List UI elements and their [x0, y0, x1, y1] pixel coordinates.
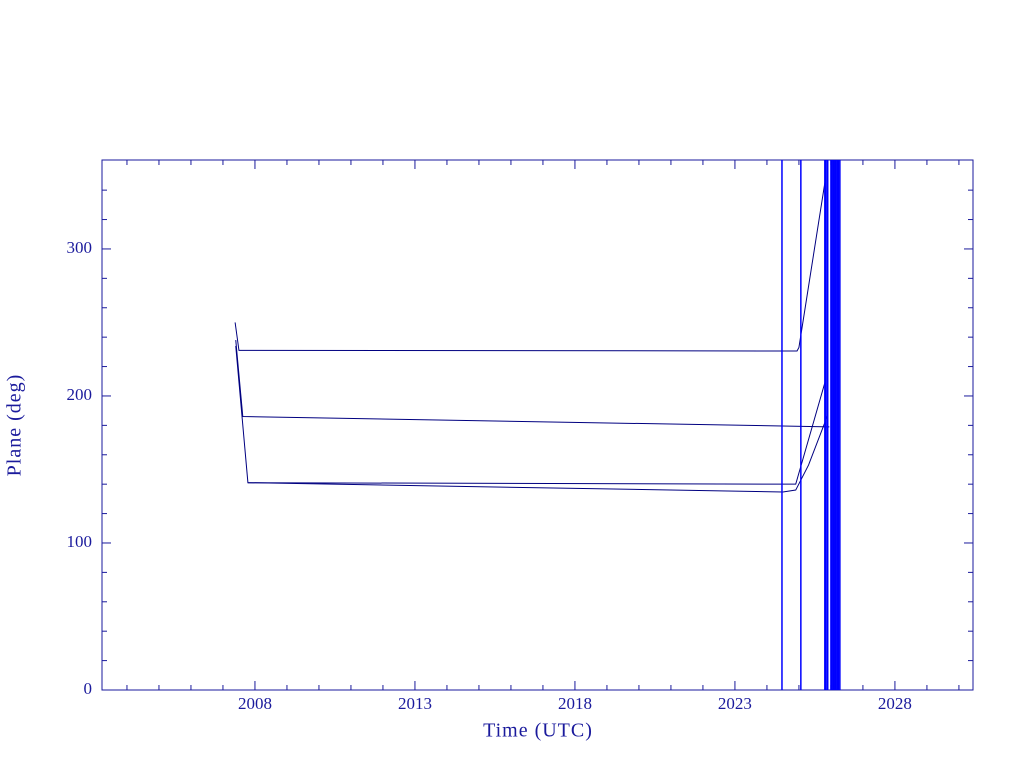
y-tick-label: 300 [67, 238, 93, 257]
x-tick-label: 2018 [558, 694, 592, 713]
y-tick-label: 100 [67, 532, 93, 551]
y-tick-label: 200 [67, 385, 93, 404]
x-axis-label: Time (UTC) [483, 720, 593, 742]
x-tick-label: 2013 [398, 694, 432, 713]
y-tick-label: 0 [84, 679, 93, 698]
x-tick-label: 2023 [718, 694, 752, 713]
y-axis-label: Plane (deg) [4, 374, 26, 477]
series-line [234, 182, 826, 352]
plot-frame [101, 159, 974, 691]
series-line [247, 414, 829, 493]
series-line [235, 340, 830, 428]
x-tick-label: 2008 [238, 694, 272, 713]
x-tick-label: 2028 [878, 694, 912, 713]
series-line [235, 345, 826, 485]
